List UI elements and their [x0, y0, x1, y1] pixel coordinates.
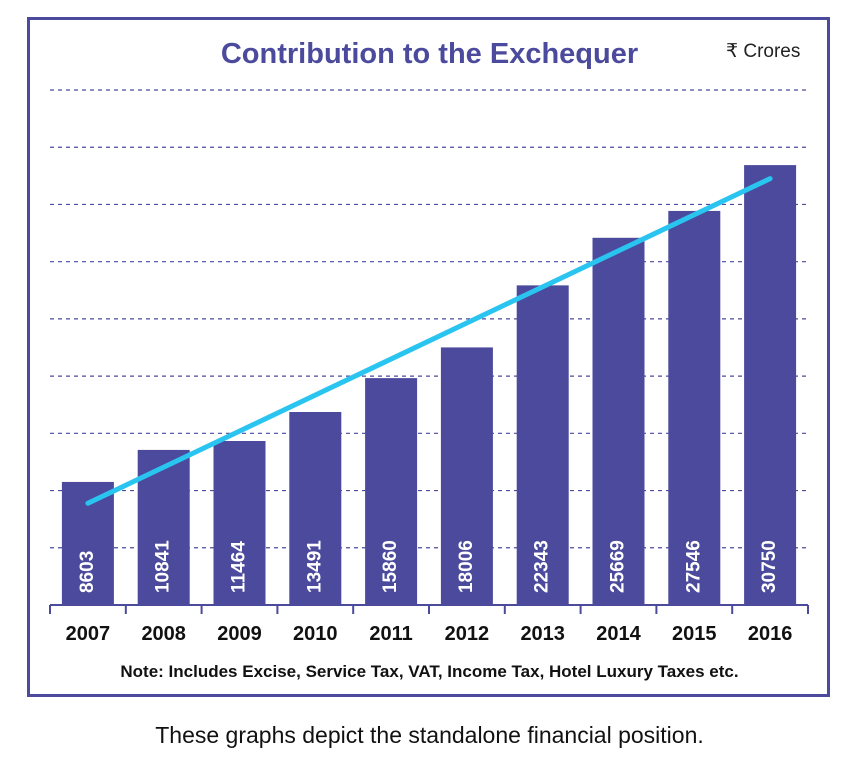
bar-value-label: 11464 — [229, 541, 250, 593]
bar-value-label: 22343 — [532, 540, 553, 593]
x-tick-label: 2016 — [748, 623, 793, 645]
bars: 8603 10841 11464 13491 15860 18006 22343 25669 2… — [61, 165, 797, 606]
chart-title: Contribution to the Exchequer — [220, 38, 639, 70]
bar-2010 — [289, 412, 342, 605]
bar-value-label: 30750 — [759, 540, 780, 593]
x-tick-label: 2011 — [369, 623, 412, 645]
bar-value-label: 27546 — [683, 540, 704, 593]
bar-value-label: 25669 — [608, 540, 629, 593]
bar-value-label: 15860 — [380, 540, 401, 593]
x-tick-label: 2013 — [520, 623, 565, 645]
bar-value-label: 10841 — [153, 540, 174, 593]
bar-2016 — [744, 165, 797, 605]
x-tick-label: 2012 — [445, 623, 490, 645]
bar-2015 — [668, 210, 721, 606]
x-tick-label: 2009 — [217, 623, 262, 645]
x-tick-label: 2014 — [596, 623, 641, 645]
bar-2012 — [440, 347, 493, 605]
chart-note: Note: Includes Excise, Service Tax, VAT,… — [120, 662, 739, 681]
trend-line — [85, 176, 773, 506]
x-tick-label: 2015 — [672, 623, 717, 645]
bar-2014 — [592, 237, 645, 605]
trendline — [85, 176, 773, 506]
x-axis: 2007 2008 2009 2010 2011 2012 2013 2014 2015 2016 — [49, 604, 809, 645]
bar-2011 — [365, 378, 418, 605]
x-tick-label: 2008 — [141, 623, 186, 645]
x-tick-label: 2010 — [293, 623, 338, 645]
bar-2009 — [213, 441, 266, 605]
bar-value-label: 18006 — [456, 540, 477, 593]
grid-lines — [50, 89, 808, 549]
x-tick-label: 2007 — [66, 623, 111, 645]
unit-label: ₹ Crores — [726, 41, 801, 62]
bar-value-label: 8603 — [77, 551, 98, 593]
bar-value-label: 13491 — [304, 540, 325, 593]
caption: These graphs depict the standalone finan… — [155, 722, 704, 748]
bar-2013 — [516, 285, 569, 605]
